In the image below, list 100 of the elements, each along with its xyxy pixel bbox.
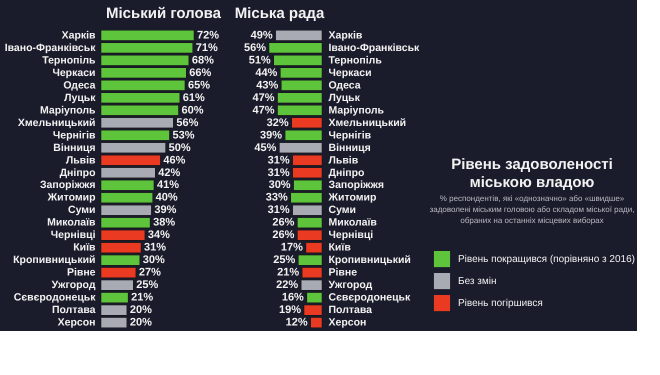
data-label: 42% bbox=[158, 166, 180, 179]
y-tick-label: Запоріжжя bbox=[40, 179, 96, 192]
y-tick-label: Луцьк bbox=[328, 92, 361, 104]
y-tick-label: Сєвєродонецьк bbox=[328, 292, 411, 304]
y-tick-label: Чернівці bbox=[50, 229, 96, 242]
y-tick-label: Івано-Франківськ bbox=[328, 42, 420, 54]
legend-label: Рівень покращився (порівняно з 2016) bbox=[458, 254, 635, 265]
y-tick-label: Рівне bbox=[328, 266, 358, 279]
data-label: 20% bbox=[130, 316, 152, 329]
bar bbox=[100, 154, 161, 166]
data-label: 45% bbox=[254, 142, 277, 154]
bar bbox=[100, 217, 150, 228]
text: % респондентів, які «однозначно» або «швидше» задоволені міським головою або складом міської ради, обраних на останніх місцевих виборах bbox=[430, 194, 634, 225]
y-tick-label: Дніпро bbox=[60, 166, 96, 179]
y-tick-label: Київ bbox=[328, 242, 352, 254]
y-tick-label: Івано-Франківськ bbox=[4, 42, 96, 54]
bar bbox=[293, 180, 322, 191]
data-label: 65% bbox=[188, 79, 210, 92]
bar bbox=[284, 130, 322, 141]
y-tick-label: Черкаси bbox=[52, 66, 96, 79]
data-label: 20% bbox=[130, 304, 152, 316]
bar bbox=[292, 204, 322, 216]
data-label: 21% bbox=[277, 266, 300, 279]
data-label: 21% bbox=[131, 292, 154, 304]
text: Рівень задоволеності міською владою bbox=[451, 156, 613, 191]
data-label: 66% bbox=[189, 66, 212, 79]
data-label: 40% bbox=[156, 192, 178, 204]
y-tick-label: Черкаси bbox=[328, 66, 372, 79]
data-label: 25% bbox=[136, 279, 159, 292]
data-label: 32% bbox=[266, 116, 289, 129]
y-tick-label: Тернопіль bbox=[42, 54, 96, 66]
y-tick-label: Луцьк bbox=[64, 92, 96, 104]
data-label: 25% bbox=[273, 254, 296, 266]
y-tick-label: Вінниця bbox=[53, 142, 96, 154]
y-tick-label: Чернігів bbox=[52, 129, 96, 142]
data-label: 68% bbox=[192, 54, 214, 66]
data-label: 31% bbox=[268, 154, 290, 166]
y-tick-label: Маріуполь bbox=[40, 104, 96, 116]
y-tick-label: Запоріжжя bbox=[328, 179, 384, 192]
y-tick-label: Львів bbox=[328, 154, 359, 166]
data-label: 60% bbox=[182, 104, 204, 116]
data-label: 34% bbox=[148, 229, 170, 242]
y-tick-label: Херсон bbox=[328, 316, 366, 329]
chart-title: Міська рада bbox=[234, 5, 325, 22]
y-tick-label: Житомир bbox=[328, 192, 376, 204]
y-tick-label: Миколаїв bbox=[328, 216, 378, 229]
y-tick-label: Вінниця bbox=[328, 142, 371, 154]
y-tick-label: Суми bbox=[68, 204, 96, 216]
data-label: 47% bbox=[252, 104, 275, 116]
y-tick-label: Ужгород bbox=[52, 279, 96, 292]
bar bbox=[290, 192, 322, 204]
data-label: 51% bbox=[248, 54, 271, 66]
data-label: 47% bbox=[252, 92, 275, 104]
y-tick-label: Тернопіль bbox=[328, 54, 382, 66]
data-label: 19% bbox=[278, 304, 302, 316]
data-label: 72% bbox=[197, 29, 220, 42]
data-label: 44% bbox=[255, 66, 278, 79]
data-label: 43% bbox=[256, 79, 279, 92]
data-label: 39% bbox=[260, 129, 282, 142]
bar bbox=[100, 167, 156, 178]
data-label: 56% bbox=[244, 42, 266, 54]
data-label: 26% bbox=[272, 229, 295, 242]
y-tick-label: Дніпро bbox=[328, 166, 364, 179]
y-tick-label: Суми bbox=[328, 204, 356, 216]
y-tick-label: Одеса bbox=[63, 79, 96, 92]
data-label: 49% bbox=[250, 29, 273, 42]
y-tick-label: Одеса bbox=[328, 79, 361, 92]
y-tick-label: Сєвєродонецьк bbox=[14, 292, 96, 304]
y-tick-label: Миколаїв bbox=[47, 216, 96, 229]
y-tick-label: Чернігів bbox=[328, 129, 372, 142]
bar bbox=[292, 167, 322, 178]
y-tick-label: Харків bbox=[328, 29, 363, 42]
bar bbox=[100, 130, 170, 141]
legend-label: Рівень погіршився bbox=[458, 298, 543, 309]
data-label: 17% bbox=[280, 242, 304, 254]
data-label: 16% bbox=[282, 292, 304, 304]
y-tick-label: Житомир bbox=[46, 192, 96, 204]
data-label: 41% bbox=[156, 179, 180, 192]
bar bbox=[100, 142, 166, 154]
data-label: 56% bbox=[176, 116, 199, 129]
data-label: 31% bbox=[268, 166, 290, 179]
data-label: 26% bbox=[272, 216, 295, 229]
y-tick-label: Херсон bbox=[58, 316, 96, 329]
data-label: 27% bbox=[138, 266, 162, 279]
y-tick-label: Чернівці bbox=[328, 229, 374, 242]
data-label: 31% bbox=[144, 242, 166, 254]
chart-title: Міський голова bbox=[106, 5, 222, 22]
data-label: 38% bbox=[153, 216, 176, 229]
bar bbox=[292, 154, 322, 166]
y-tick-label: Полтава bbox=[328, 304, 372, 316]
data-label: 46% bbox=[163, 154, 186, 166]
y-tick-label: Кропивницький bbox=[13, 254, 96, 266]
data-label: 12% bbox=[286, 316, 308, 329]
data-label: 31% bbox=[268, 204, 290, 216]
data-label: 71% bbox=[196, 42, 218, 54]
bar bbox=[297, 217, 322, 228]
bar bbox=[279, 142, 322, 154]
data-label: 53% bbox=[172, 129, 195, 142]
y-tick-label: Маріуполь bbox=[328, 104, 385, 116]
y-tick-label: Київ bbox=[73, 242, 96, 254]
